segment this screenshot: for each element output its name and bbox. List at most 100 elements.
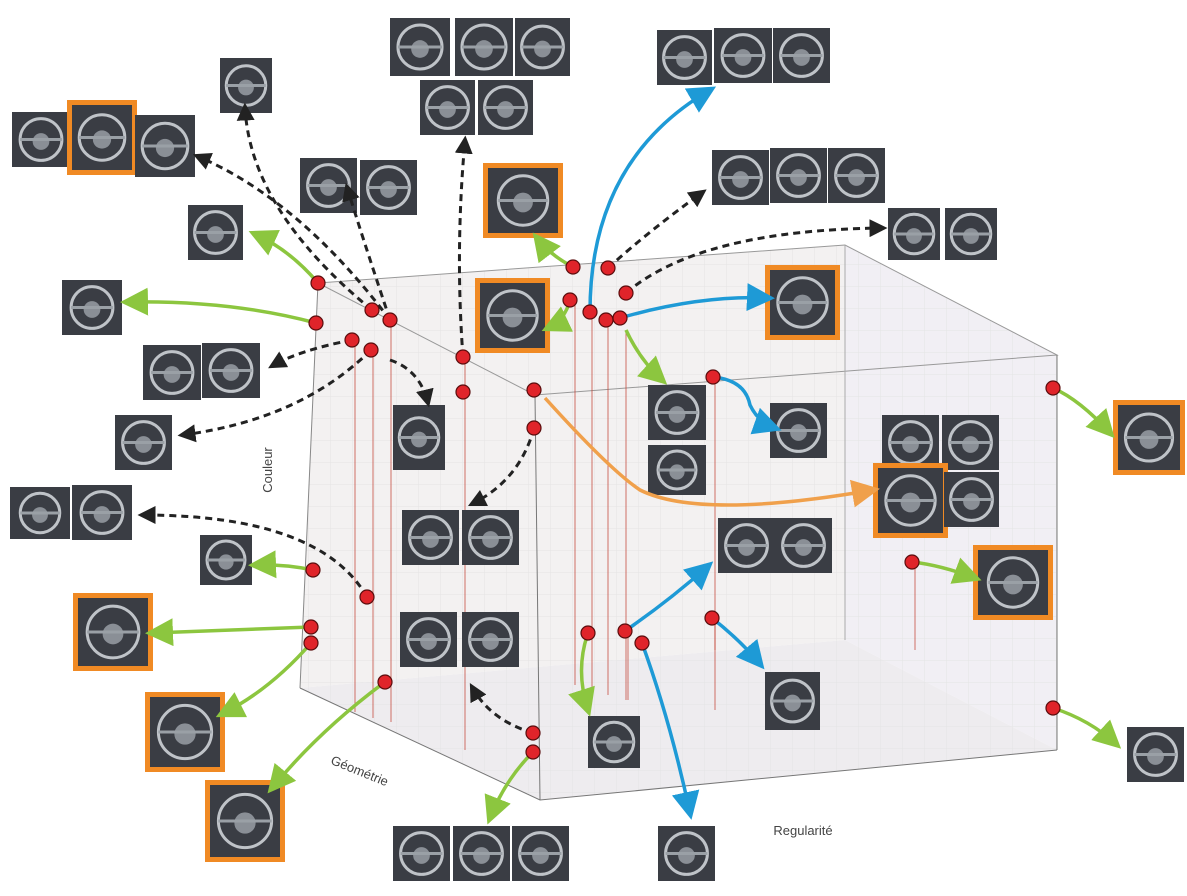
point [310,275,326,291]
arrow [619,283,775,320]
wheel-hub [790,169,807,186]
wheel-hub [962,436,979,453]
point [1045,700,1061,716]
wheel-hub [793,49,810,66]
back-grid [300,245,845,688]
wheel-hub [473,847,490,864]
arrow [624,329,668,385]
arrow [215,641,313,718]
wheel-hub [734,49,752,66]
arrow [624,561,714,633]
point [618,285,634,301]
wheel-hub [174,723,196,745]
point [377,674,393,690]
axis-label: Géométrie [329,753,391,790]
arrow [248,230,320,285]
point [904,554,920,570]
wheel-hub [482,633,499,650]
wheel-hub [482,531,499,548]
arrow [248,550,314,579]
point [344,332,360,348]
wheel-hub [906,228,922,244]
arrow [606,189,707,270]
wheel-hub [218,554,234,570]
arrow [712,375,782,435]
wheel-hub [678,847,695,864]
point [305,562,321,578]
point [612,310,628,326]
point [582,304,598,320]
arrow [137,506,369,598]
arrow [267,680,387,794]
wheel-hub [475,40,493,58]
wheel-hub [102,623,124,645]
point [525,744,541,760]
arrow [454,135,473,358]
point [634,635,650,651]
wheel-hub [439,101,456,118]
wheel-hub [238,79,254,96]
point [455,349,471,365]
arrow [268,338,353,369]
point [704,610,720,626]
arrow [625,219,888,295]
wheel-hub [848,169,865,186]
point [598,312,614,328]
axis-label: Regularité [773,823,832,838]
wheel-hub [222,364,240,381]
arrow [588,86,717,313]
point [455,384,471,400]
point [303,635,319,651]
wheel-hub [135,436,152,453]
wheel-hub [207,226,224,243]
wheel-hub [380,181,397,198]
arrow [640,642,700,820]
wheel-hub [413,847,430,864]
wheel-hub [902,436,919,453]
wheel-hub [93,506,111,523]
point [382,312,398,328]
arrow [469,683,534,735]
wheel-hub [163,366,181,383]
wheel-hub [963,228,979,244]
point [562,292,578,308]
wheel-hub [1003,574,1023,595]
point [525,725,541,741]
wheel-hub [422,531,439,548]
arrows [120,86,1122,825]
edge [299,282,319,689]
photos [10,18,1185,881]
point [526,420,542,436]
point [308,315,324,331]
wheel-hub [502,307,523,328]
wheel-hub [738,539,755,556]
wheel-hub [1139,430,1159,449]
arrow [145,618,312,647]
wheel-hub [411,40,429,58]
wheel-hub [790,424,807,441]
wheel-hub [795,539,812,556]
wheel-hub [497,101,514,118]
wheel-hub [732,171,749,188]
wheel-hub [234,812,256,834]
arrow [1052,386,1115,439]
wheel-hub [32,507,48,523]
arrow [177,348,373,443]
wheel-hub [411,431,427,448]
axis-label: Couleur [260,447,275,493]
arrow [467,427,536,507]
bottom-edges [299,687,1058,801]
wheel-hub [676,51,693,68]
point [359,589,375,605]
arrow [192,153,392,321]
floor-grid [300,640,1057,800]
arrow [1052,706,1122,749]
points [303,259,1061,760]
arrow [236,102,373,312]
wheel-hub [669,464,685,480]
wheel-hub [83,301,101,318]
wheel-hub [513,192,533,213]
point [705,369,721,385]
wheel-hub [534,40,551,58]
